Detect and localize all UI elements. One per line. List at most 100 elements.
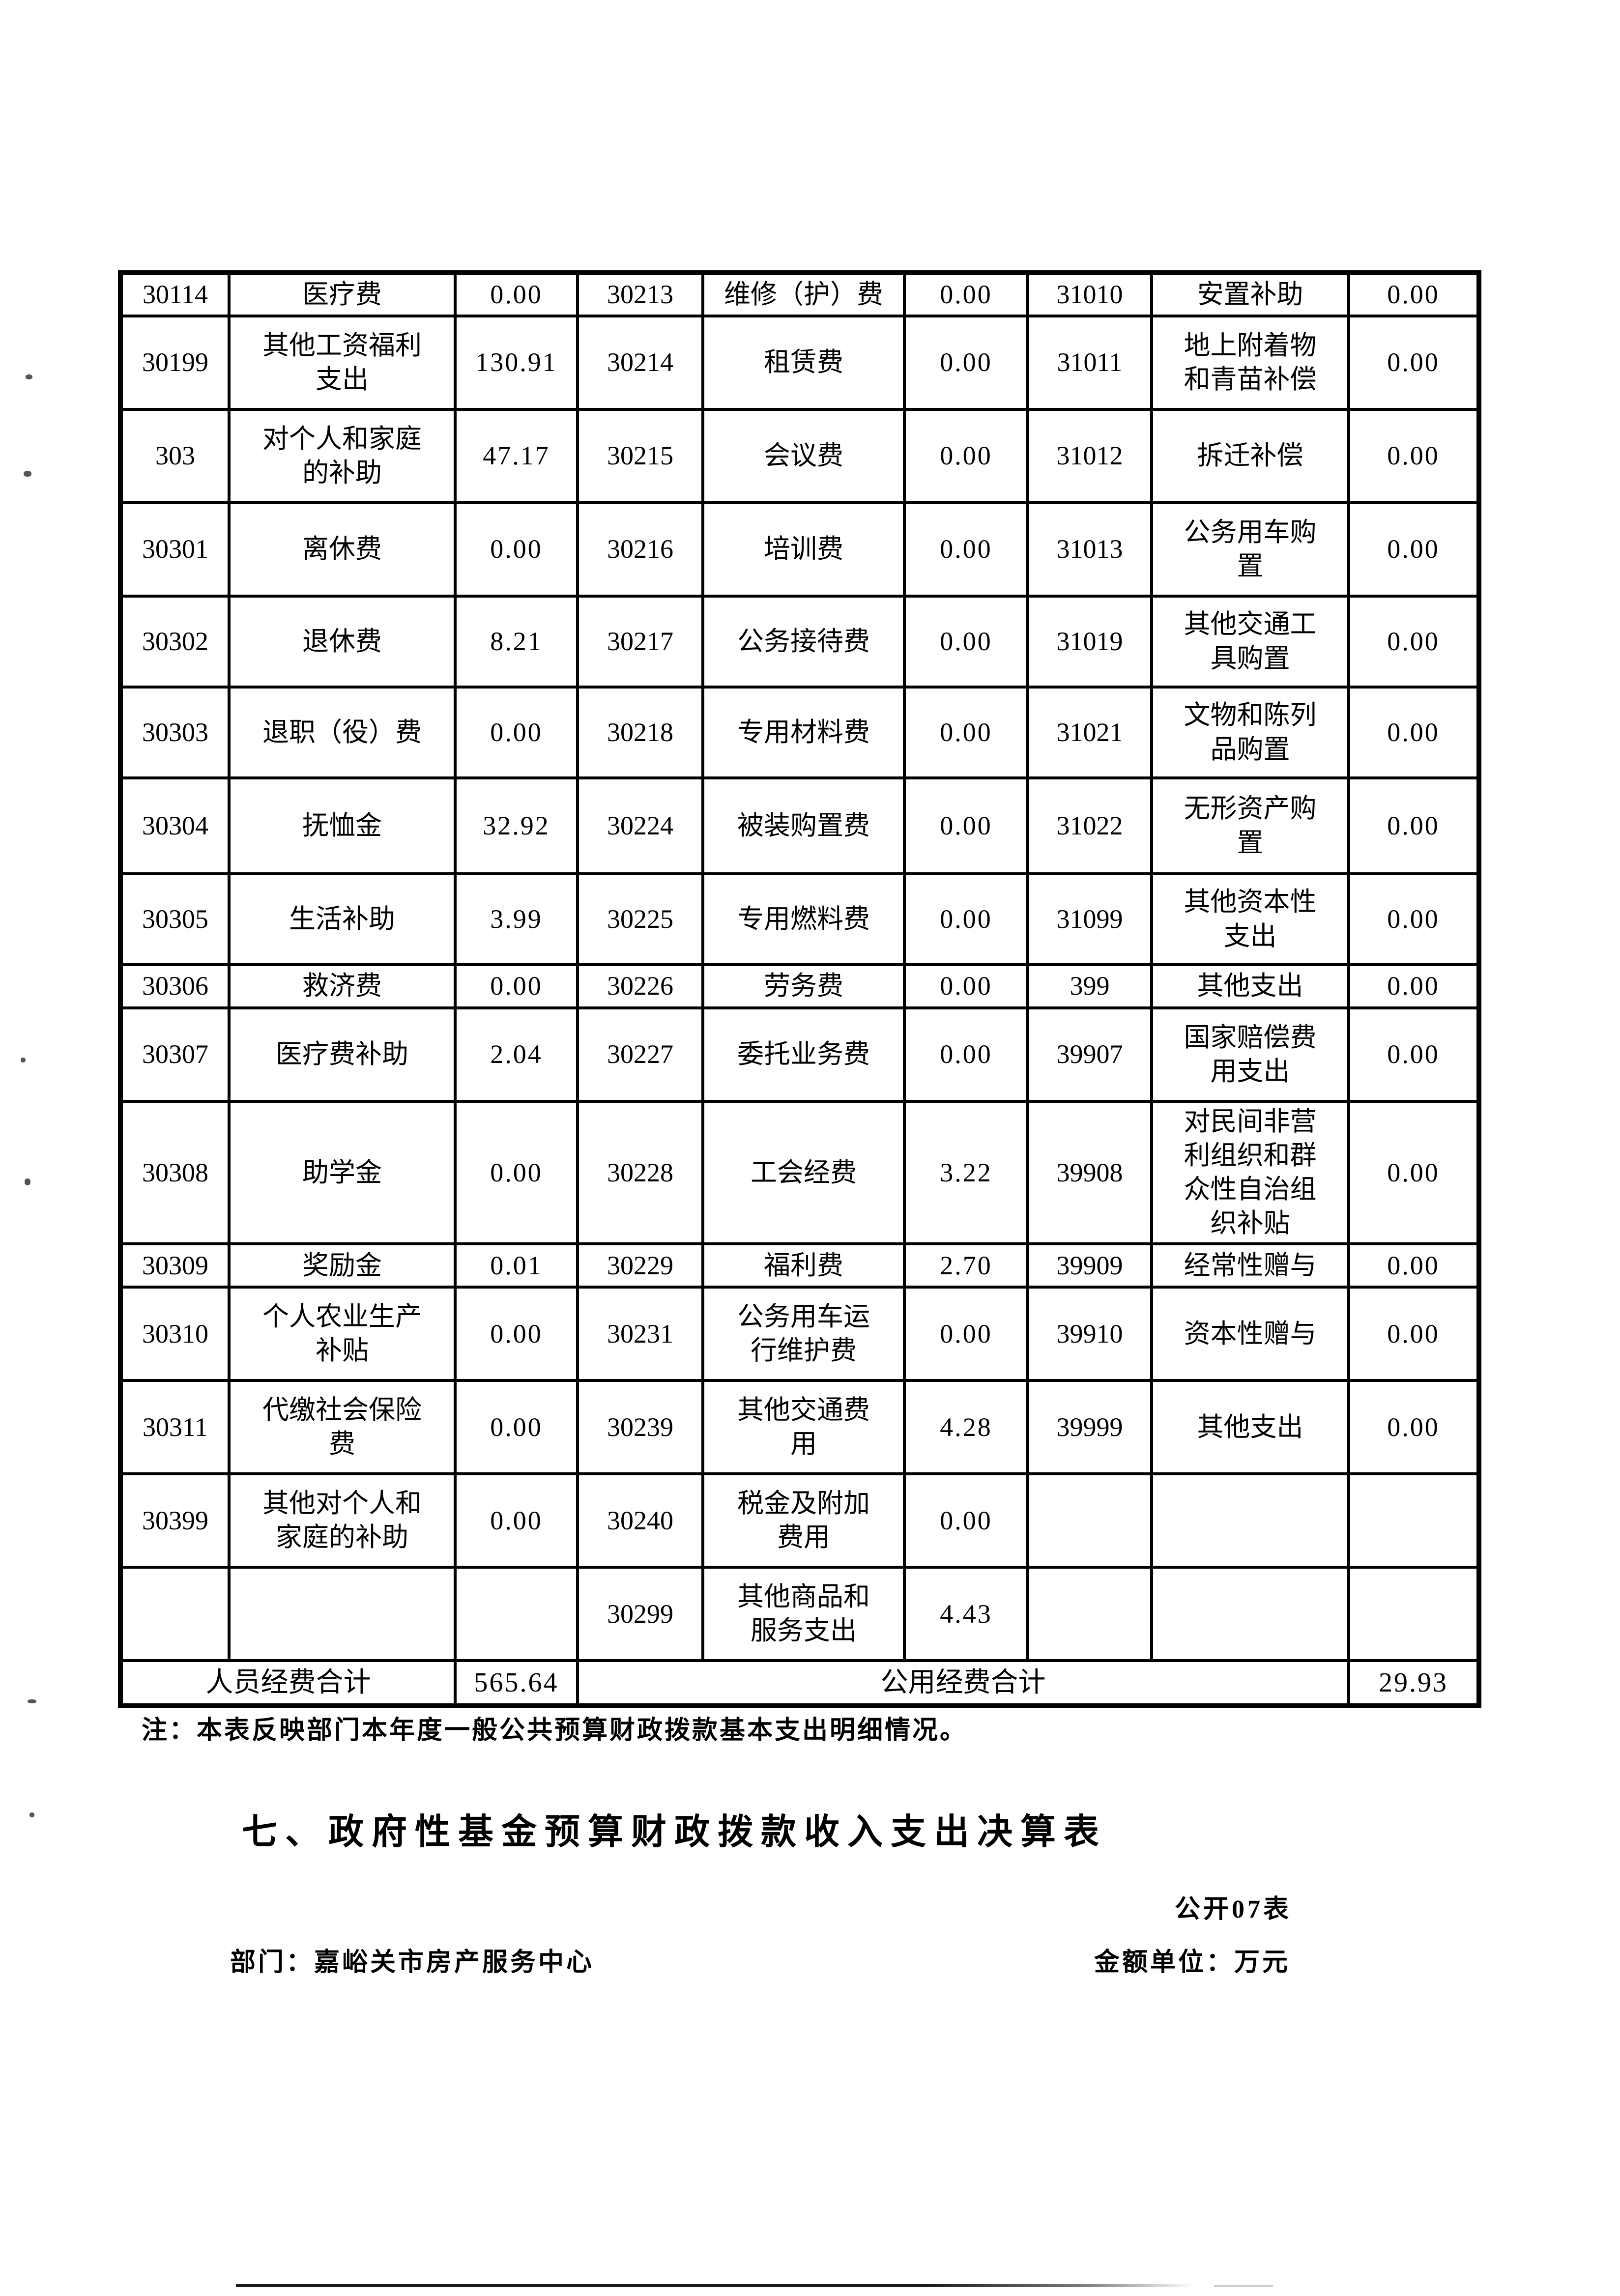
- table-row: 30114 医疗费 0.00 30213 维修（护）费 0.00 31010 安置补助 0.00: [119, 271, 1480, 317]
- scan-edge-line: [236, 2284, 1194, 2287]
- name-cell: 其他交通费 用: [701, 1379, 906, 1476]
- scan-speck: [29, 1812, 34, 1817]
- amount-cell: [454, 1566, 579, 1663]
- code-cell: 31021: [1026, 686, 1153, 779]
- amount-cell: 47.17: [454, 408, 579, 504]
- amount-cell: 0.00: [1347, 315, 1480, 411]
- name-cell: [228, 1566, 457, 1663]
- public-total-value: 29.93: [1347, 1659, 1480, 1708]
- name-cell: 劳务费: [701, 963, 906, 1009]
- table-totals: 人员经费合计 565.64 公用经费合计 29.93: [119, 1659, 1480, 1708]
- code-cell: 30218: [576, 686, 704, 779]
- name-cell: 奖励金: [228, 1242, 457, 1289]
- amount-cell: 0.00: [454, 1286, 579, 1382]
- name-cell: 公务用车购 置: [1150, 501, 1350, 598]
- code-cell: 31013: [1026, 501, 1153, 598]
- amount-cell: 0.00: [903, 408, 1029, 504]
- table-note: 注：本表反映部门本年度一般公共预算财政拨款基本支出明细情况。: [142, 1717, 968, 1745]
- name-cell: 地上附着物 和青苗补偿: [1150, 315, 1350, 411]
- code-cell: [119, 1566, 231, 1663]
- name-cell: 离休费: [228, 501, 457, 598]
- code-cell: 30231: [576, 1286, 704, 1382]
- code-cell: 30229: [576, 1242, 704, 1289]
- name-cell: 其他商品和 服务支出: [701, 1566, 906, 1663]
- code-cell: 30227: [576, 1006, 704, 1103]
- name-cell: 培训费: [701, 501, 906, 598]
- table-row: 303 对个人和家庭 的补助 47.17 30215 会议费 0.00 31012 拆迁补偿 0…: [119, 408, 1480, 504]
- code-cell: 30217: [576, 595, 704, 689]
- code-cell: 39907: [1026, 1006, 1153, 1103]
- code-cell: 30215: [576, 408, 704, 504]
- name-cell: 其他对个人和 家庭的补助: [228, 1472, 457, 1569]
- amount-cell: 0.00: [1347, 408, 1480, 504]
- name-cell: 医疗费: [228, 271, 457, 317]
- code-cell: 39910: [1026, 1286, 1153, 1382]
- name-cell: 福利费: [701, 1242, 906, 1289]
- name-cell: 抚恤金: [228, 776, 457, 875]
- table-rows: 30114 医疗费 0.00 30213 维修（护）费 0.00 31010 安置补助 0.00…: [119, 271, 1480, 1663]
- amount-cell: 0.00: [1347, 1242, 1480, 1289]
- amount-cell: [1347, 1566, 1480, 1663]
- code-cell: 30224: [576, 776, 704, 875]
- name-cell: 会议费: [701, 408, 906, 504]
- code-cell: 30305: [119, 872, 231, 966]
- name-cell: 其他资本性 支出: [1150, 872, 1350, 966]
- name-cell: [1150, 1566, 1350, 1663]
- scan-speck: [28, 1699, 36, 1703]
- code-cell: 31010: [1026, 271, 1153, 317]
- amount-cell: 3.99: [454, 872, 579, 966]
- code-cell: 39999: [1026, 1379, 1153, 1476]
- code-cell: 30399: [119, 1472, 231, 1569]
- name-cell: 拆迁补偿: [1150, 408, 1350, 504]
- amount-cell: 0.00: [1347, 271, 1480, 317]
- table-number-label: 公开07表: [1175, 1895, 1292, 1923]
- amount-cell: 0.00: [903, 1006, 1029, 1103]
- code-cell: 31099: [1026, 872, 1153, 966]
- code-cell: 30214: [576, 315, 704, 411]
- code-cell: 30216: [576, 501, 704, 598]
- name-cell: 税金及附加 费用: [701, 1472, 906, 1569]
- table-row: 30308 助学金 0.00 30228 工会经费 3.22 39908 对民间非营 利组织和…: [119, 1099, 1480, 1246]
- name-cell: [1150, 1472, 1350, 1569]
- code-cell: 30309: [119, 1242, 231, 1289]
- code-cell: 30226: [576, 963, 704, 1009]
- amount-cell: 0.00: [903, 776, 1029, 875]
- table-row: 30299 其他商品和 服务支出 4.43: [119, 1566, 1480, 1663]
- amount-cell: 0.00: [903, 686, 1029, 779]
- name-cell: 经常性赠与: [1150, 1242, 1350, 1289]
- name-cell: 其他支出: [1150, 963, 1350, 1009]
- amount-cell: 32.92: [454, 776, 579, 875]
- table-row: 30309 奖励金 0.01 30229 福利费 2.70 39909 经常性赠与 0.00: [119, 1242, 1480, 1289]
- code-cell: 30213: [576, 271, 704, 317]
- code-cell: 30299: [576, 1566, 704, 1663]
- code-cell: 31022: [1026, 776, 1153, 875]
- amount-cell: 0.00: [454, 1099, 579, 1246]
- amount-cell: 0.00: [1347, 1286, 1480, 1382]
- table-row: 30311 代缴社会保险 费 0.00 30239 其他交通费 用 4.28 39999 其他…: [119, 1379, 1480, 1476]
- name-cell: 专用材料费: [701, 686, 906, 779]
- name-cell: 文物和陈列 品购置: [1150, 686, 1350, 779]
- name-cell: 维修（护）费: [701, 271, 906, 317]
- name-cell: 工会经费: [701, 1099, 906, 1246]
- name-cell: 资本性赠与: [1150, 1286, 1350, 1382]
- code-cell: 30311: [119, 1379, 231, 1476]
- code-cell: 31012: [1026, 408, 1153, 504]
- name-cell: 代缴社会保险 费: [228, 1379, 457, 1476]
- amount-cell: 0.00: [1347, 686, 1480, 779]
- unit-label: 金额单位：万元: [1094, 1949, 1291, 1977]
- amount-cell: 0.00: [1347, 963, 1480, 1009]
- name-cell: 专用燃料费: [701, 872, 906, 966]
- table-row: 30199 其他工资福利 支出 130.91 30214 租赁费 0.00 31011 地上附…: [119, 315, 1480, 411]
- code-cell: 30303: [119, 686, 231, 779]
- code-cell: 30199: [119, 315, 231, 411]
- name-cell: 被装购置费: [701, 776, 906, 875]
- amount-cell: 0.00: [903, 271, 1029, 317]
- code-cell: 30228: [576, 1099, 704, 1246]
- totals-row: 人员经费合计 565.64 公用经费合计 29.93: [119, 1659, 1480, 1708]
- name-cell: 租赁费: [701, 315, 906, 411]
- amount-cell: 130.91: [454, 315, 579, 411]
- code-cell: 39908: [1026, 1099, 1153, 1246]
- name-cell: 安置补助: [1150, 271, 1350, 317]
- code-cell: 30239: [576, 1379, 704, 1476]
- scan-speck: [21, 1058, 26, 1062]
